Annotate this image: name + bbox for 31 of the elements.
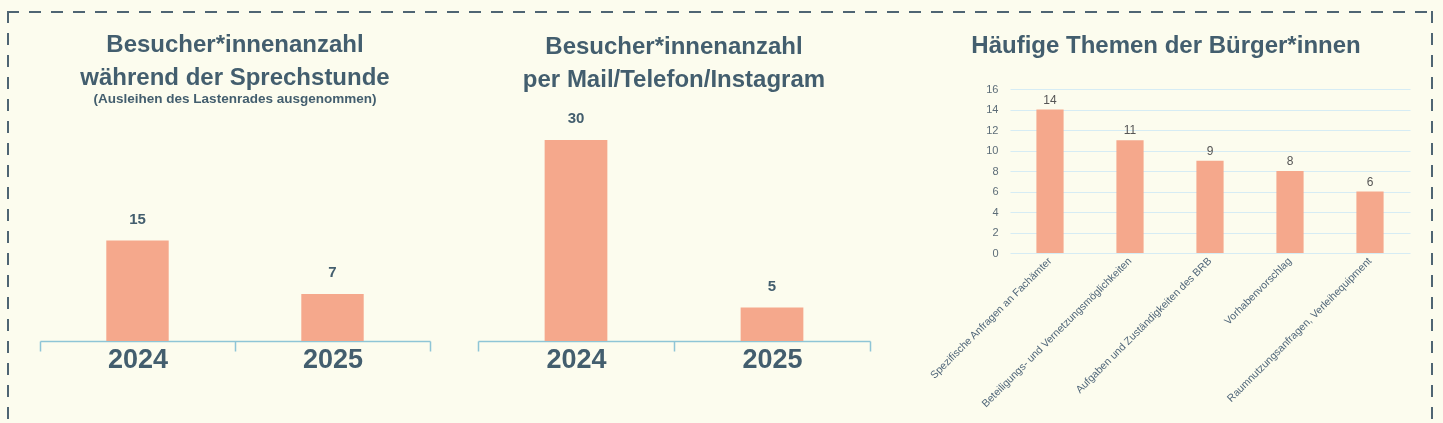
data-label: 30	[567, 109, 585, 126]
data-label: 15	[129, 209, 146, 227]
bar	[1196, 160, 1224, 253]
y-tick-label: 8	[992, 164, 999, 177]
data-label: 8	[1286, 154, 1294, 168]
bar	[1356, 191, 1384, 253]
data-label: 14	[1043, 92, 1057, 107]
y-tick-label: 2	[992, 226, 999, 238]
chart-title: Besucher*innenanzahl während der Sprechstunde	[79, 29, 390, 90]
x-tick-label: 2024	[546, 343, 607, 374]
chart-subtitle: (Ausleihen des Lastenrades ausgenommen)	[93, 90, 377, 106]
y-tick-label: 0	[992, 246, 999, 259]
y-tick-label: 6	[992, 185, 999, 197]
chart-title: Häufige Themen der Bürger*innen	[971, 31, 1361, 58]
data-label: 5	[767, 276, 777, 294]
x-tick-label: 2025	[302, 343, 364, 374]
y-tick-label: 4	[992, 205, 999, 218]
bar	[1036, 109, 1064, 253]
y-tick-label: 10	[986, 144, 999, 156]
y-tick-label: 16	[986, 82, 999, 95]
y-tick-label: 12	[986, 123, 999, 136]
data-label: 11	[1123, 123, 1137, 138]
bar	[1116, 140, 1144, 253]
chart-title: Besucher*innenanzahl per Mail/Telefon/Instagram	[522, 32, 826, 92]
x-tick-label: 2025	[742, 343, 803, 374]
data-label: 7	[328, 263, 337, 281]
y-tick-label: 14	[986, 103, 999, 115]
data-label: 6	[1366, 174, 1374, 189]
bar	[1276, 171, 1304, 253]
x-tick-label: 2024	[107, 343, 169, 374]
data-label: 9	[1206, 143, 1214, 158]
